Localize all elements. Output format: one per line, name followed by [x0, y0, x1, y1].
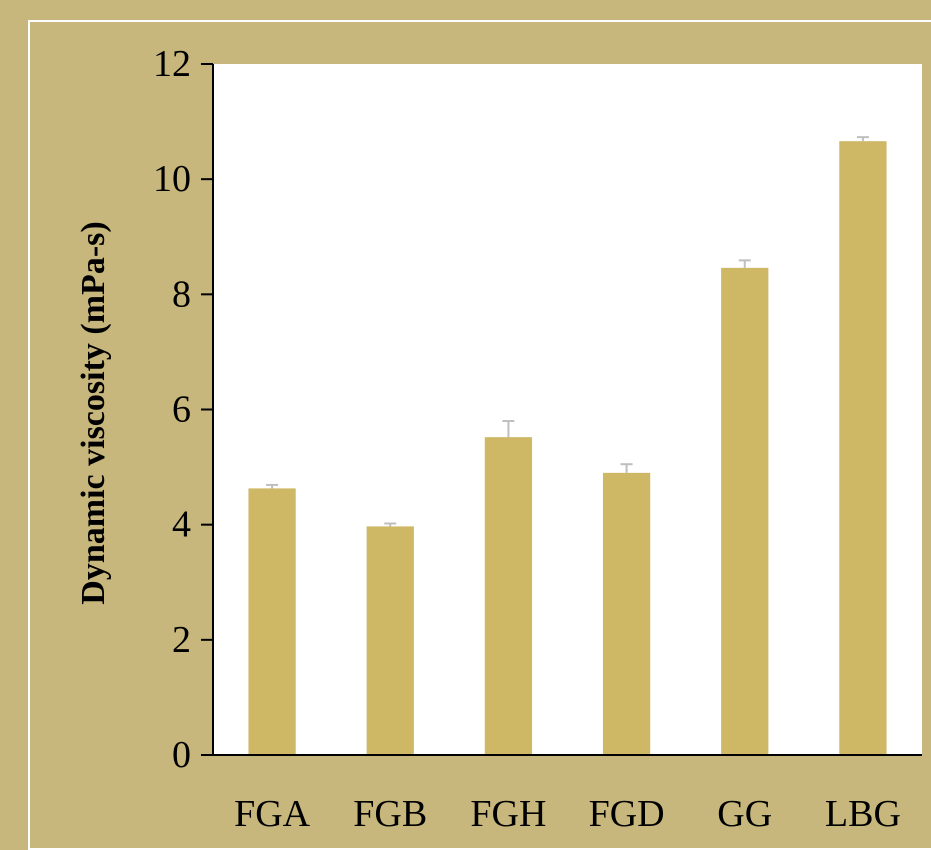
plot-area [213, 64, 922, 755]
y-tick-label-4: 4 [172, 504, 191, 546]
x-tick-label-fgb: FGB [353, 793, 427, 828]
y-tick-label-10: 10 [153, 158, 191, 200]
bar-fgb [366, 526, 414, 755]
y-tick-label-2: 2 [172, 619, 191, 661]
y-tick-label-12: 12 [153, 43, 191, 85]
x-tick-label-fga: FGA [234, 793, 311, 828]
y-tick-label-6: 6 [172, 389, 191, 431]
y-tick-label-8: 8 [172, 273, 191, 315]
y-axis-label: Dynamic viscosity (mPa-s) [75, 221, 112, 604]
x-tick-label-lbg: LBG [825, 793, 901, 828]
x-tick-label-gg: GG [717, 793, 772, 828]
bar-lbg [839, 141, 887, 755]
chart-figure: 0 2 4 6 8 10 12 FGA FGB FGH FGD GG LBG Dynamic visc… [28, 20, 931, 850]
bar-gg [721, 267, 769, 755]
y-tick-label-0: 0 [172, 734, 191, 776]
bar-fgd [602, 472, 651, 755]
bar-fgh [484, 437, 533, 755]
x-tick-label-fgh: FGH [470, 793, 546, 828]
bar-fga [248, 488, 296, 755]
bar-chart: 0 2 4 6 8 10 12 FGA FGB FGH FGD GG LBG Dynamic visc… [75, 43, 922, 828]
x-tick-label-fgd: FGD [589, 793, 665, 828]
